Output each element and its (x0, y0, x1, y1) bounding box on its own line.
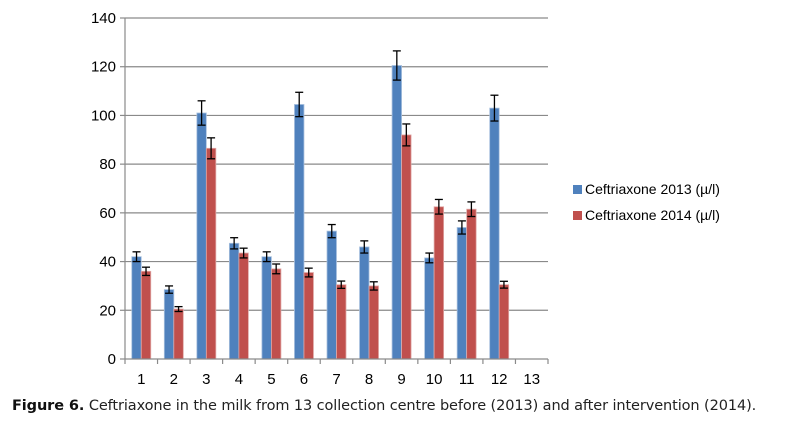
error-bar-2013-11 (457, 220, 466, 235)
error-bars (132, 50, 508, 313)
bar-2013-6 (294, 104, 305, 360)
error-bar-2013-5 (262, 251, 271, 263)
error-bar-2013-3 (197, 100, 206, 126)
error-bar-2013-4 (230, 237, 239, 250)
error-bar-2014-11 (467, 201, 476, 218)
y-tick-label-120: 120 (91, 59, 116, 76)
bar-2013-5 (261, 256, 272, 360)
error-bar-2013-10 (425, 252, 434, 264)
error-bar-2013-2 (165, 285, 174, 294)
bar-2013-10 (424, 257, 435, 360)
bar-2013-4 (228, 242, 240, 360)
y-tick-label-80: 80 (99, 156, 116, 173)
bar-2013-1 (131, 256, 142, 360)
error-bar-2014-2 (174, 305, 183, 313)
legend-swatch-2014 (573, 210, 582, 220)
x-tick-label-13: 13 (523, 371, 540, 388)
legend-swatch-2013 (573, 184, 582, 194)
figure-caption: Figure 6. Ceftriaxone in the milk from 1… (12, 398, 756, 414)
error-bar-2014-12 (499, 280, 508, 289)
bar-2014-7 (336, 284, 347, 360)
legend-label-2014: Ceftriaxone 2014 (µ/l) (585, 207, 720, 223)
error-bar-2013-8 (360, 240, 369, 254)
y-tick-label-60: 60 (99, 205, 116, 222)
x-tick-label-12: 12 (491, 371, 508, 388)
bar-2014-5 (271, 268, 282, 360)
bar-2014-3 (205, 147, 217, 360)
x-tick-label-2: 2 (170, 371, 178, 388)
error-bar-2014-3 (207, 137, 216, 160)
y-tick-label-100: 100 (91, 107, 116, 124)
bar-2014-6 (303, 272, 314, 360)
bar-2014-10 (433, 206, 445, 360)
error-bar-2014-7 (337, 280, 346, 290)
bar-2014-2 (173, 308, 184, 360)
axes (124, 18, 549, 364)
bar-2013-12 (489, 107, 500, 360)
figure-caption-text: Ceftriaxone in the milk from 13 collecti… (84, 398, 757, 414)
error-bar-2014-8 (369, 281, 378, 291)
y-tick-label-40: 40 (99, 254, 116, 271)
bar-2013-8 (359, 246, 370, 360)
y-axis-tick-labels: 0 20 40 60 80 100 120 140 (91, 10, 116, 368)
x-axis-tick-labels: 1 2 3 4 5 6 7 8 9 10 11 12 13 (137, 371, 540, 388)
error-bar-2013-6 (295, 91, 304, 118)
bar-2014-9 (401, 134, 412, 360)
legend-label-2013: Ceftriaxone 2013 (µ/l) (585, 181, 720, 197)
legend: Ceftriaxone 2013 (µ/l) Ceftriaxone 2014 … (573, 176, 720, 228)
x-tick-label-3: 3 (202, 371, 210, 388)
bar-2013-2 (163, 289, 175, 360)
x-tick-label-8: 8 (365, 371, 373, 388)
bar-2014-4 (238, 252, 249, 360)
bar-2013-9 (391, 65, 402, 360)
legend-item-2014: Ceftriaxone 2014 (µ/l) (573, 202, 720, 228)
x-tick-label-7: 7 (332, 371, 340, 388)
x-tick-label-11: 11 (459, 371, 475, 388)
error-bar-2014-4 (239, 247, 248, 259)
x-tick-label-10: 10 (426, 371, 443, 388)
error-bar-2013-7 (327, 223, 336, 239)
bar-2014-11 (466, 208, 477, 360)
error-bar-2014-1 (142, 266, 151, 277)
x-tick-label-6: 6 (300, 371, 308, 388)
x-tick-label-5: 5 (267, 371, 275, 388)
bar-2013-3 (196, 112, 207, 360)
figure-caption-label: Figure 6. (12, 398, 85, 414)
bar-2013-11 (456, 227, 468, 360)
bar-2014-12 (498, 284, 510, 360)
error-bar-2013-9 (392, 50, 401, 81)
bars (131, 65, 510, 360)
y-tick-label-20: 20 (99, 302, 116, 319)
bar-2013-7 (326, 230, 337, 360)
error-bar-2013-1 (132, 251, 141, 263)
error-bar-2014-6 (304, 267, 313, 278)
error-bar-2014-5 (272, 263, 281, 275)
x-tick-label-1: 1 (137, 371, 145, 388)
gridlines (120, 17, 548, 360)
y-tick-label-0: 0 (108, 351, 116, 368)
legend-item-2013: Ceftriaxone 2013 (µ/l) (573, 176, 720, 202)
error-bar-2014-10 (434, 198, 443, 215)
x-tick-label-9: 9 (397, 371, 405, 388)
bar-2014-8 (368, 285, 379, 360)
x-tick-label-4: 4 (235, 371, 243, 388)
error-bar-2013-12 (490, 94, 499, 122)
bar-2014-1 (140, 270, 152, 360)
error-bar-2014-9 (402, 123, 411, 147)
y-tick-label-140: 140 (91, 10, 116, 27)
